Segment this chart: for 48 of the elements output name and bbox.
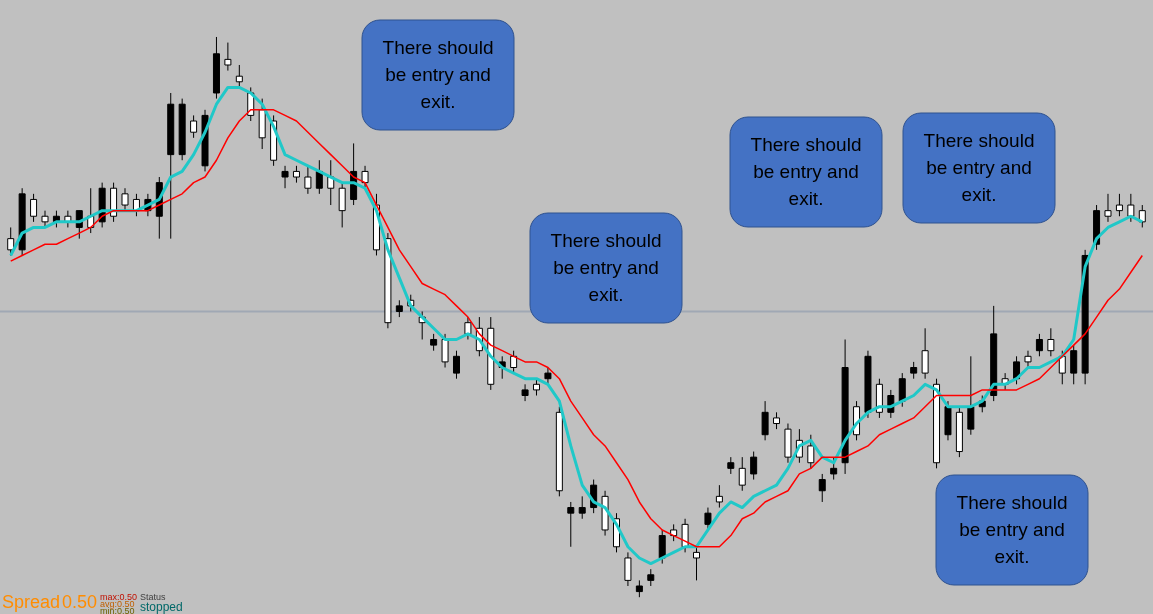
candlestick [224,42,232,72]
candlestick [807,434,815,469]
candlestick [738,456,746,492]
candlestick [190,114,198,139]
candlestick [521,383,529,402]
candlestick [41,210,49,228]
candlestick [1070,344,1078,385]
candlestick [830,456,838,481]
candlestick [7,226,15,256]
candlestick [235,64,243,88]
candlestick [567,501,575,548]
text: stopped [140,600,183,614]
candlestick [1058,350,1066,385]
candlestick [693,546,701,581]
candlestick [624,551,632,587]
candlestick [281,165,289,189]
annotation: There should be entry and exit. [382,37,494,112]
candlestick [578,495,586,520]
annotation: There should be entry and exit. [923,130,1035,205]
candlestick [30,193,38,223]
candlestick [441,333,449,368]
candlestick [304,165,312,195]
candlestick [1024,350,1032,368]
annotation: There should be entry and exit. [750,134,862,209]
candlestick [1127,193,1135,223]
candlestick [1115,193,1123,217]
candlestick [715,484,723,509]
text: min:0.50 [100,606,135,614]
candlestick [921,327,929,380]
candlestick [338,182,346,228]
annotation: There should be entry and exit. [956,492,1068,567]
candlestick [1035,333,1043,357]
annotation: 0.50 [62,592,98,612]
candlestick [121,187,129,212]
candlestick [1104,193,1112,223]
candlestick [967,355,975,436]
candlestick [1047,327,1055,357]
candlestick [750,451,758,481]
candlestick [361,165,369,189]
annotation: Spread [2,592,61,612]
candlestick [761,400,769,441]
candlestick [452,350,460,380]
candlestick [818,473,826,503]
annotation: There should be entry and exit. [550,230,662,305]
candlestick [658,529,666,565]
candlestick [898,372,906,408]
candlestick [704,507,712,531]
annotation: Status [140,592,167,602]
